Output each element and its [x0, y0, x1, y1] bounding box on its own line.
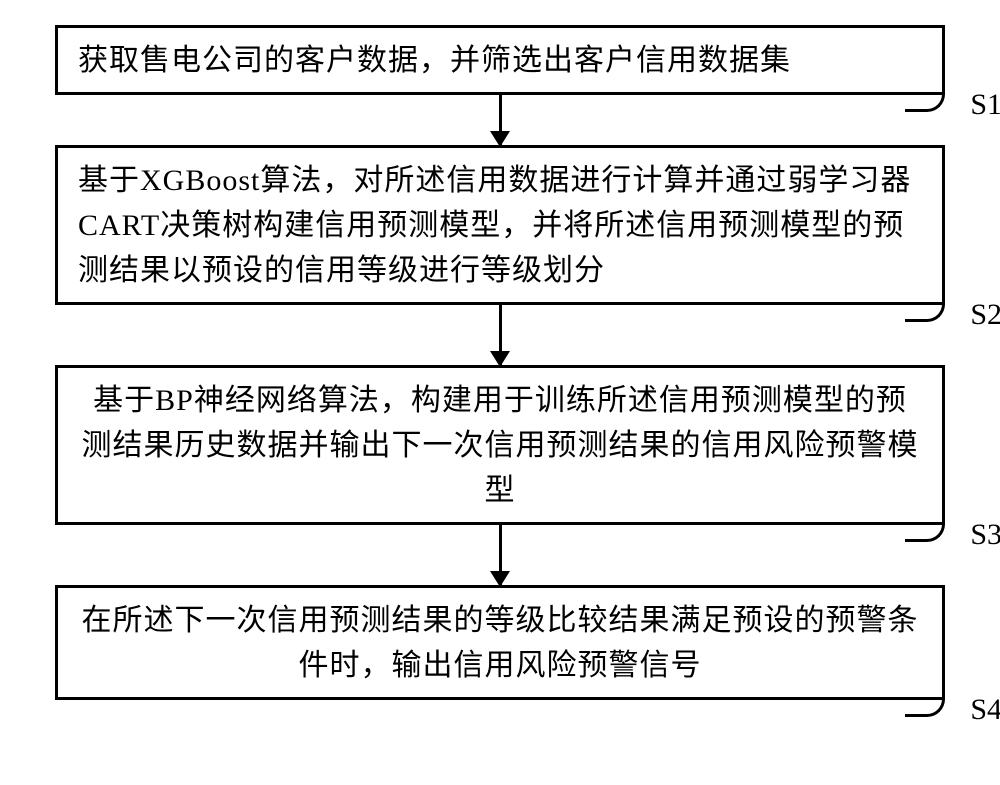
- arrow-1: [499, 95, 502, 145]
- arrow-3: [499, 525, 502, 585]
- step-box-3: 基于BP神经网络算法，构建用于训练所述信用预测模型的预测结果历史数据并输出下一次…: [55, 365, 945, 525]
- step-label-2: S2: [970, 298, 1000, 332]
- arrow-2: [499, 305, 502, 365]
- step-label-3: S3: [970, 518, 1000, 552]
- step-text-3: 基于BP神经网络算法，构建用于训练所述信用预测模型的预测结果历史数据并输出下一次…: [78, 378, 922, 513]
- label-tab-4: [905, 697, 945, 717]
- label-tab-2: [905, 302, 945, 322]
- step-text-2: 基于XGBoost算法，对所述信用数据进行计算并通过弱学习器CART决策树构建信…: [78, 158, 922, 293]
- step-text-1: 获取售电公司的客户数据，并筛选出客户信用数据集: [78, 38, 791, 83]
- step-box-4: 在所述下一次信用预测结果的等级比较结果满足预设的预警条件时，输出信用风险预警信号…: [55, 585, 945, 700]
- step-box-1: 获取售电公司的客户数据，并筛选出客户信用数据集 S1: [55, 25, 945, 95]
- step-text-4: 在所述下一次信用预测结果的等级比较结果满足预设的预警条件时，输出信用风险预警信号: [78, 598, 922, 688]
- step-box-2: 基于XGBoost算法，对所述信用数据进行计算并通过弱学习器CART决策树构建信…: [55, 145, 945, 305]
- label-tab-1: [905, 92, 945, 112]
- flowchart-container: 获取售电公司的客户数据，并筛选出客户信用数据集 S1 基于XGBoost算法，对…: [55, 25, 945, 700]
- label-tab-3: [905, 522, 945, 542]
- step-label-1: S1: [970, 88, 1000, 122]
- step-label-4: S4: [970, 693, 1000, 727]
